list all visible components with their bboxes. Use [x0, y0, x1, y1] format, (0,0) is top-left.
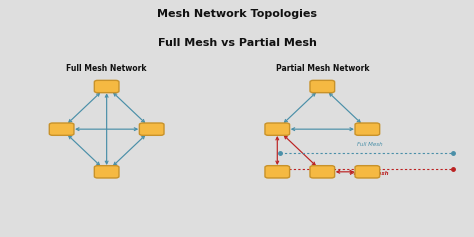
FancyBboxPatch shape [355, 123, 380, 135]
Text: Full Mesh vs Partial Mesh: Full Mesh vs Partial Mesh [157, 38, 317, 48]
FancyBboxPatch shape [94, 80, 119, 93]
Text: Mesh Network Topologies: Mesh Network Topologies [157, 9, 317, 19]
Text: Full Mesh Network: Full Mesh Network [66, 64, 147, 73]
FancyBboxPatch shape [265, 166, 290, 178]
FancyBboxPatch shape [49, 123, 74, 135]
FancyBboxPatch shape [310, 80, 335, 93]
Text: Partial Mesh: Partial Mesh [350, 171, 389, 176]
FancyBboxPatch shape [355, 166, 380, 178]
FancyBboxPatch shape [310, 166, 335, 178]
Text: Partial Mesh Network: Partial Mesh Network [275, 64, 369, 73]
FancyBboxPatch shape [265, 123, 290, 135]
FancyBboxPatch shape [139, 123, 164, 135]
FancyBboxPatch shape [94, 166, 119, 178]
Text: Full Mesh: Full Mesh [357, 142, 383, 147]
